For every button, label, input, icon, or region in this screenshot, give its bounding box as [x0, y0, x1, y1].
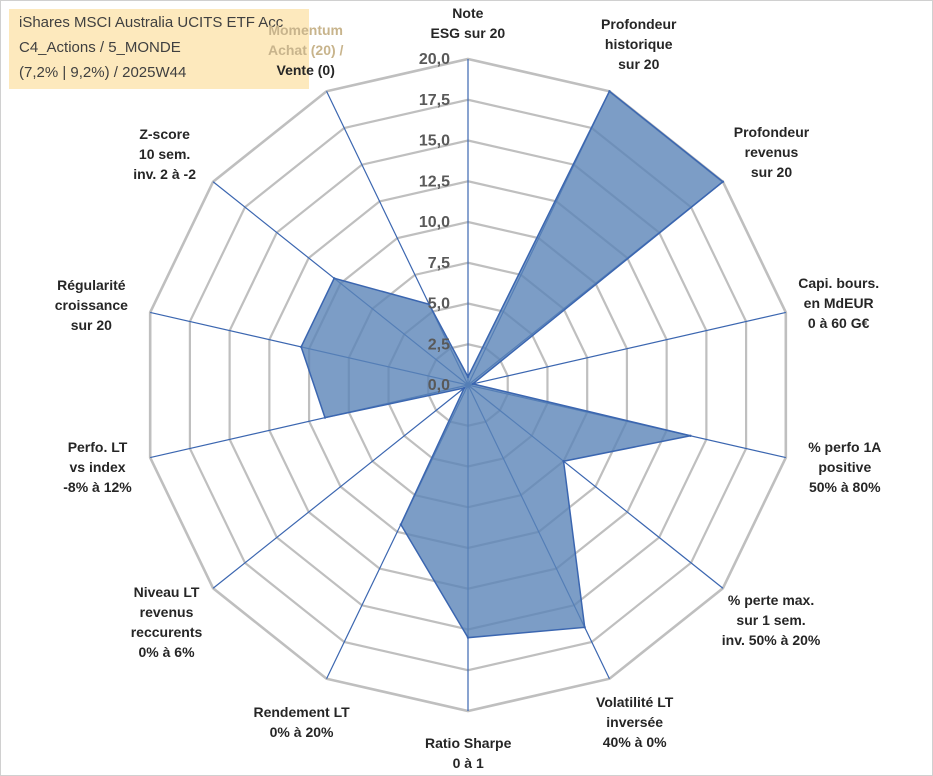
- data-point: [471, 382, 474, 386]
- axis-label: % perfo 1A positive 50% à 80%: [808, 437, 881, 497]
- axis-label-line: Rendement LT: [253, 704, 350, 721]
- axis-label: Note ESG sur 20: [431, 3, 506, 43]
- axis-label: Perfo. LT vs index -8% à 12%: [63, 437, 131, 497]
- axis-label-line: inv. 50% à 20%: [721, 631, 821, 648]
- axis-label-line: -8% à 12%: [63, 479, 132, 496]
- axis-spoke: [467, 311, 786, 386]
- axis-label: Volatilité LT inversée 40% à 0%: [596, 692, 673, 752]
- axis-label-line: 50% à 80%: [808, 479, 881, 496]
- axis-spoke: [212, 384, 469, 589]
- data-point: [466, 636, 470, 639]
- axis-label: Régularité croissance sur 20: [55, 275, 128, 335]
- radial-tick-label: 0,0: [428, 377, 450, 394]
- data-point: [562, 460, 565, 463]
- axis-label: Niveau LT revenus reccurents 0% à 6%: [131, 582, 203, 662]
- data-point: [583, 626, 586, 629]
- axis-label-line: sur 20: [750, 164, 793, 181]
- axis-label-line: Achat (20) /: [267, 41, 344, 58]
- axis-label-line: Vente (0): [276, 61, 335, 78]
- axis-label-line: Niveau LT: [133, 583, 200, 600]
- axis-label-line: 10 sem.: [138, 146, 191, 163]
- axis-label-line: Z-score: [139, 126, 190, 143]
- data-point: [299, 345, 303, 349]
- radial-tick-label: 17,5: [419, 92, 450, 109]
- axis-label-line: Ratio Sharpe: [425, 735, 512, 751]
- axis-label-line: historique: [604, 35, 673, 52]
- axis-label-line: croissance: [54, 296, 128, 313]
- axis-label-line: vs index: [69, 459, 126, 476]
- axis-label-line: Profondeur: [733, 124, 810, 141]
- data-point: [323, 416, 327, 419]
- axis-label: % perte max. sur 1 sem. inv. 50% à 20%: [722, 590, 821, 650]
- radial-tick-label: 10,0: [419, 214, 450, 231]
- axis-label: Z-score 10 sem. inv. 2 à -2: [133, 124, 196, 184]
- axis-label-line: reccurents: [130, 623, 203, 640]
- axis-label: Ratio Sharpe 0 à 1: [425, 733, 511, 773]
- axis-label-line: % perte max.: [727, 591, 815, 608]
- axis-label-line: Régularité: [57, 276, 126, 293]
- radial-tick-label: 5,0: [428, 296, 450, 313]
- axis-label-line: Note: [452, 5, 484, 21]
- data-point: [466, 375, 470, 379]
- radial-tick-label: 12,5: [419, 173, 450, 190]
- radial-tick-label: 7,5: [428, 255, 450, 272]
- axis-label: Momentum Achat (20) / Vente (0): [268, 20, 343, 80]
- axis-label-line: en MdEUR: [803, 294, 874, 311]
- axis-label-line: sur 20: [618, 55, 660, 72]
- axis-label-line: 0 à 60 G€: [807, 314, 870, 331]
- axis-label-line: % perfo 1A: [808, 439, 882, 456]
- axis-label-line: Momentum: [268, 21, 344, 38]
- axis-label-line: inversée: [606, 714, 664, 731]
- data-point: [608, 90, 611, 93]
- data-point: [689, 434, 692, 437]
- fund-name: iShares MSCI Australia UCITS ETF Acc: [19, 14, 284, 31]
- data-point: [427, 303, 431, 306]
- data-point: [721, 180, 725, 183]
- axis-label-line: Capi. bours.: [798, 274, 880, 291]
- data-point: [462, 386, 466, 390]
- axis-label-line: Profondeur: [601, 15, 677, 32]
- axis-label-line: 0% à 6%: [138, 643, 195, 660]
- axis-label-line: 0 à 1: [452, 755, 484, 771]
- fund-category: C4_Actions / 5_MONDE: [19, 39, 181, 56]
- axis-label: Rendement LT 0% à 20%: [253, 702, 349, 742]
- axis-label-line: revenus: [139, 603, 194, 620]
- axis-label: Profondeur historique sur 20: [601, 14, 676, 74]
- radial-tick-label: 20,0: [419, 51, 450, 68]
- axis-label-line: 0% à 20%: [269, 724, 334, 741]
- axis-label-line: ESG sur 20: [430, 25, 506, 41]
- data-point: [332, 277, 336, 280]
- axis-label-line: sur 1 sem.: [736, 611, 806, 628]
- axis-label-line: positive: [818, 459, 872, 476]
- axis-label-line: sur 20: [70, 316, 112, 333]
- axis-label-line: Volatilité LT: [596, 694, 674, 711]
- axis-label: Profondeur revenus sur 20: [734, 122, 809, 182]
- radial-tick-label: 2,5: [428, 336, 450, 353]
- fund-performance-week: (7,2% | 9,2%) / 2025W44: [19, 64, 187, 81]
- axis-label-line: Perfo. LT: [67, 439, 128, 456]
- axis-label-line: 40% à 0%: [602, 734, 667, 751]
- data-point: [399, 523, 403, 526]
- axis-label-line: revenus: [744, 144, 799, 161]
- axis-label: Capi. bours. en MdEUR 0 à 60 G€: [798, 273, 879, 333]
- axis-label-line: inv. 2 à -2: [133, 166, 196, 183]
- info-box: iShares MSCI Australia UCITS ETF Acc C4_…: [9, 9, 309, 89]
- radial-tick-label: 15,0: [419, 133, 450, 150]
